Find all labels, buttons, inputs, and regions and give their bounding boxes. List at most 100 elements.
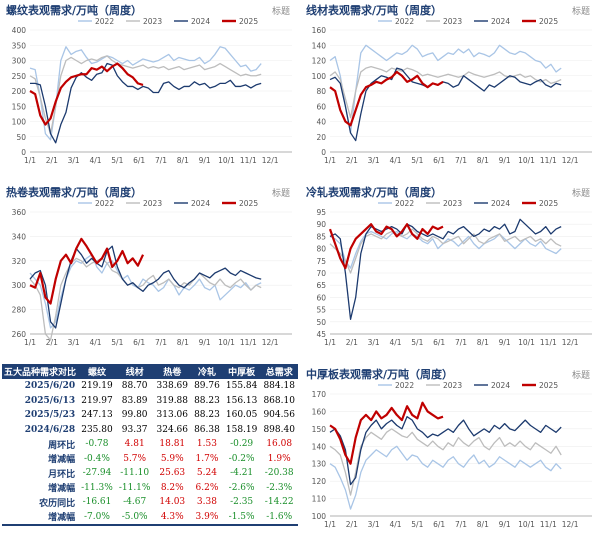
x-tick-label: 10/1 <box>218 338 235 347</box>
table-cell: 93.37 <box>121 424 148 435</box>
x-tick-label: 3/1 <box>368 156 380 165</box>
table-cell: 1.7% <box>195 453 219 464</box>
table-row: 2024/6/28 235.80 93.37 324.66 86.38 158.19 898… <box>2 423 298 438</box>
y-tick-label: 200 <box>12 87 27 96</box>
legend-label: 2025 <box>539 381 558 390</box>
table-cell: -2.6% <box>228 482 255 493</box>
y-tick-label: 300 <box>12 281 27 290</box>
y-tick-label: 0 <box>321 148 326 157</box>
table-cell: -0.29 <box>230 439 254 450</box>
table-cell: 219.97 <box>81 395 113 406</box>
x-tick-label: 2/1 <box>346 338 358 347</box>
legend-label: 2023 <box>443 17 462 26</box>
y-tick-label: 150 <box>12 102 27 111</box>
x-tick-label: 11/1 <box>240 156 257 165</box>
table-cell: 89.76 <box>194 381 220 392</box>
table-cell: 319.88 <box>156 395 189 406</box>
table-header-cell: 总需求 <box>260 364 298 379</box>
table-cell: 156.13 <box>225 395 258 406</box>
x-tick-label: 11/1 <box>540 338 557 347</box>
x-tick-label: 2/1 <box>346 520 358 529</box>
legend-label: 2024 <box>491 17 510 26</box>
y-tick-label: 260 <box>12 330 27 339</box>
y-tick-label: 80 <box>316 245 326 254</box>
table-cell: -1.5% <box>222 509 261 526</box>
series-line-2022 <box>329 230 562 269</box>
x-tick-label: 6/1 <box>133 156 145 165</box>
legend-label: 2023 <box>143 199 162 208</box>
x-tick-label: 8/1 <box>177 156 189 165</box>
plate-line-chart: 100 110 120 130 140 150 160 170 1/1 2/1 3/1 4/1 5/1 6… <box>312 381 592 529</box>
series-line-2023 <box>29 55 262 135</box>
table-cell: 219.19 <box>81 381 113 392</box>
table-cell: 4.3% <box>153 509 192 526</box>
x-tick-label: 8/1 <box>477 520 489 529</box>
table-row: 2025/6/20 219.19 88.70 338.69 89.76 155.84 884… <box>2 379 298 394</box>
table-cell: 1.53 <box>196 439 217 450</box>
table-cell: 235.80 <box>81 424 113 435</box>
legend-label: 2024 <box>191 199 210 208</box>
x-tick-label: 3/1 <box>368 520 380 529</box>
table-header-cell: 中厚板 <box>222 364 261 379</box>
x-tick-label: 4/1 <box>389 520 401 529</box>
table-cell: 313.06 <box>156 410 189 421</box>
legend-label: 2022 <box>395 199 414 208</box>
x-tick-label: 11/1 <box>240 338 257 347</box>
table-cell: -16.61 <box>82 497 112 508</box>
legend-label: 2024 <box>491 381 510 390</box>
x-tick-label: 5/1 <box>411 520 423 529</box>
table-cell: 904.56 <box>263 410 295 421</box>
table-row: 月环比 -27.94 -11.10 25.63 5.24 -4.21 -20.38 <box>2 466 298 481</box>
x-tick-label: 2/1 <box>46 338 58 347</box>
demand-comparison-table: 五大品种需求对比 螺纹 线材 热卷 冷轧 中厚板 总需求 2025/6/20 21… <box>2 364 298 526</box>
hot-coil-chart-panel: 热卷表观需求/万吨（周度） 标题 260 280 300 320 340 360 1/1 2/… <box>0 182 300 360</box>
table-body: 2025/6/20 219.19 88.70 338.69 89.76 155.84 884… <box>2 379 298 526</box>
table-cell: -0.2% <box>228 453 255 464</box>
table-cell: 155.84 <box>225 381 258 392</box>
y-tick-label: 40 <box>316 118 326 127</box>
legend-label: 2025 <box>539 17 558 26</box>
x-tick-label: 3/1 <box>68 156 80 165</box>
legend-label: 2022 <box>395 381 414 390</box>
x-tick-label: 9/1 <box>499 520 511 529</box>
x-tick-label: 9/1 <box>199 156 211 165</box>
series-line-2022 <box>29 46 262 141</box>
x-tick-label: 8/1 <box>477 338 489 347</box>
x-tick-label: 2/1 <box>46 156 58 165</box>
plate-chart-panel: 中厚板表观需求/万吨（周度） 标题 100 110 120 130 140 150 160 1… <box>300 364 600 542</box>
y-tick-label: 90 <box>316 220 326 229</box>
series-line-2023 <box>329 428 562 496</box>
y-tick-label: 170 <box>312 390 327 399</box>
legend-label: 2022 <box>95 17 114 26</box>
y-tick-label: 280 <box>12 306 27 315</box>
x-tick-label: 11/1 <box>540 156 557 165</box>
table-cell: 6.2% <box>195 482 219 493</box>
y-tick-label: 150 <box>312 425 327 434</box>
table-cell: -7.0% <box>78 509 116 526</box>
table-cell: 324.66 <box>156 424 189 435</box>
table-cell: 14.03 <box>159 497 186 508</box>
y-tick-label: 350 <box>12 41 27 50</box>
table-header-cell: 螺纹 <box>78 364 116 379</box>
series-line-2024 <box>329 218 562 321</box>
table-row: 增减幅 -11.3% -11.1% 8.2% 6.2% -2.6% -2.3% <box>2 481 298 496</box>
legend-label: 2024 <box>191 17 210 26</box>
x-tick-label: 10/1 <box>218 156 235 165</box>
table-cell: 868.10 <box>263 395 295 406</box>
table-header-row: 五大品种需求对比 螺纹 线材 热卷 冷轧 中厚板 总需求 <box>2 364 298 379</box>
table-cell: -27.94 <box>82 468 112 479</box>
y-tick-label: 160 <box>312 407 327 416</box>
hot-coil-line-chart: 260 280 300 320 340 360 1/1 2/1 3/1 4/1 5/1 6/1 7/1 8… <box>12 199 292 347</box>
x-tick-label: 5/1 <box>411 156 423 165</box>
y-tick-label: 20 <box>316 133 326 142</box>
rebar-line-chart: 0 50 100 150 200 250 300 350 400 1/1 2/1 3/1 4/1 5/1 6… <box>12 17 292 165</box>
x-tick-label: 12/1 <box>562 156 579 165</box>
x-tick-label: 1/1 <box>24 156 36 165</box>
x-tick-label: 10/1 <box>518 338 535 347</box>
chart-title: 线材表观需求/万吨（周度） <box>306 4 443 17</box>
table-cell: 25.63 <box>159 468 186 479</box>
table-cell: 88.23 <box>194 410 220 421</box>
table-cell: 86.38 <box>194 424 220 435</box>
x-tick-label: 11/1 <box>540 520 557 529</box>
row-label: 增减幅 <box>2 509 79 526</box>
